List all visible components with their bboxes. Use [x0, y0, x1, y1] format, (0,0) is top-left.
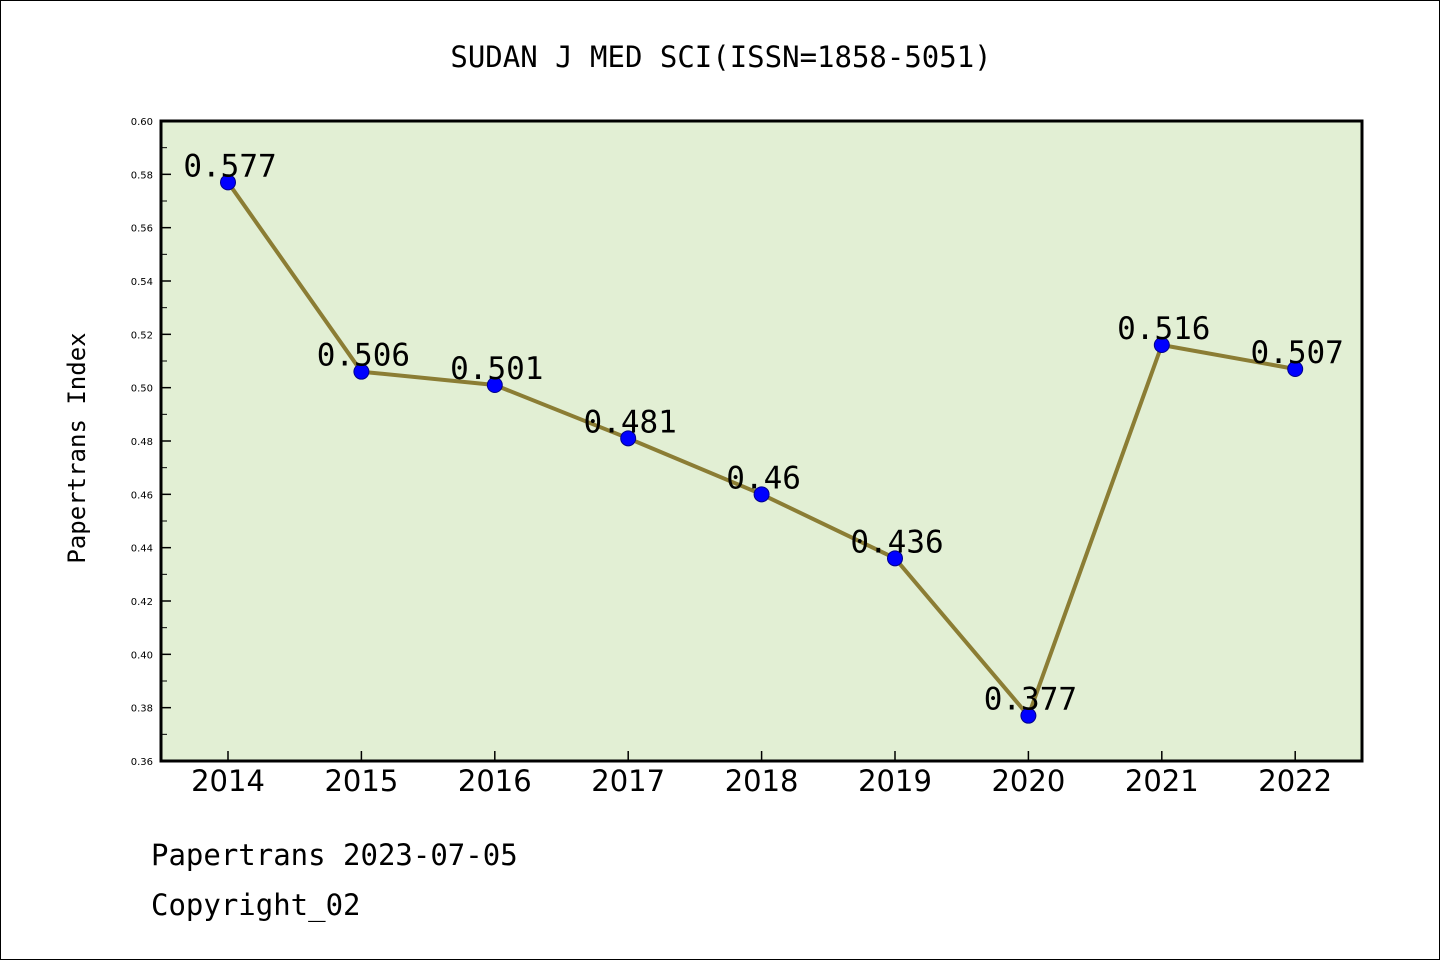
data-point: [620, 430, 637, 447]
x-tick-label: 2021: [1125, 764, 1199, 798]
data-point: [753, 486, 770, 503]
data-label: 0.46: [726, 460, 801, 496]
y-tick-label: 0.58: [131, 170, 153, 181]
x-tick-label: 2020: [991, 764, 1065, 798]
x-tick-label: 2015: [324, 764, 398, 798]
y-axis: 0.36 0.38 0.40 0.42 0.44 0.46 0.48 0.50 0.52 0.54…: [131, 117, 171, 768]
y-tick-label: 0.56: [131, 224, 153, 235]
y-tick-label: 0.42: [131, 597, 153, 608]
data-label: 0.577: [183, 148, 276, 184]
data-label: 0.506: [317, 338, 410, 374]
x-tick-label: 2017: [591, 764, 665, 798]
data-point: [220, 174, 236, 191]
data-labels: 0.577 0.506 0.501 0.481 0.46 0.436 0.377 0.516 0…: [183, 148, 1344, 717]
y-tick-label: 0.46: [131, 490, 153, 501]
y-tick-label: 0.48: [131, 437, 153, 448]
x-tick-label: 2019: [858, 764, 932, 798]
x-tick-label: 2016: [458, 764, 532, 798]
chart-title: SUDAN J MED SCI(ISSN=1858-5051): [450, 40, 991, 74]
data-point: [1287, 361, 1304, 377]
x-tick-label: 2018: [725, 764, 799, 798]
data-label: 0.436: [850, 524, 943, 560]
data-label: 0.377: [984, 682, 1077, 718]
x-tick-label: 2022: [1258, 764, 1332, 798]
data-point: [1153, 337, 1170, 353]
y-tick-label: 0.54: [131, 277, 153, 288]
y-tick-label: 0.40: [131, 650, 153, 661]
data-point: [353, 363, 370, 380]
data-label: 0.516: [1117, 311, 1210, 347]
data-points: [220, 174, 1304, 724]
data-point: [486, 377, 503, 393]
y-tick-label: 0.52: [131, 330, 153, 341]
y-tick-label: 0.44: [131, 544, 153, 555]
y-tick-label: 0.60: [131, 117, 153, 128]
y-axis-label: Papertrans Index: [63, 332, 91, 563]
data-label: 0.507: [1251, 335, 1344, 371]
y-tick-label: 0.38: [131, 704, 153, 715]
plot-area: [159, 119, 1364, 763]
data-label: 0.481: [584, 404, 677, 440]
data-point: [1020, 707, 1037, 724]
footer-copyright: Copyright_02: [151, 888, 361, 923]
x-tick-label: 2014: [191, 764, 265, 798]
data-label: 0.501: [450, 351, 543, 387]
x-axis: 2014 2015 2016 2017 2018 2019 2020 2021 2022: [191, 751, 1332, 798]
footer-date: Papertrans 2023-07-05: [151, 838, 518, 872]
data-point: [887, 550, 903, 567]
y-tick-label: 0.36: [131, 757, 153, 768]
y-tick-label: 0.50: [131, 384, 153, 395]
